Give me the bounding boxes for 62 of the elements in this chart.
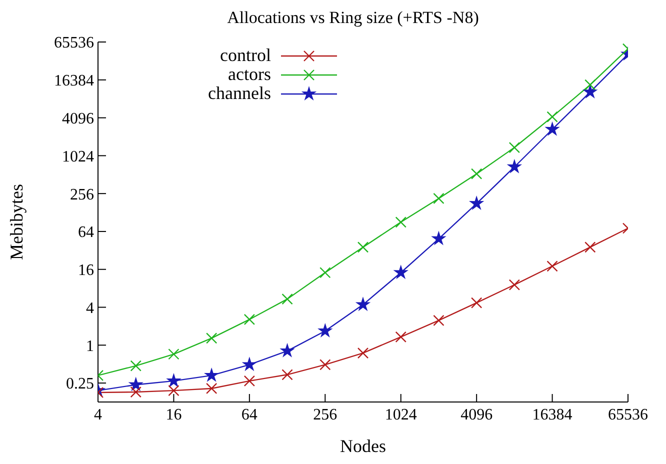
point [395,331,406,343]
point [357,242,369,253]
x-tick-label: 65536 [608,406,648,424]
point [546,122,559,135]
point [470,196,483,209]
point [508,279,520,290]
x-tick-label: 256 [313,406,338,424]
point [584,85,596,98]
point [206,382,218,394]
point [130,378,142,390]
point [395,216,406,228]
x-tick-label: 64 [241,406,258,424]
point [205,368,218,381]
x-axis-title: Nodes [340,436,386,456]
point [546,111,558,122]
y-tick-label: 1 [86,338,94,355]
point [546,260,558,272]
x-tick-label: 4096 [460,406,493,424]
point [206,332,218,344]
y-tick-label: 16 [78,262,94,280]
x-tick-label: 16384 [532,406,572,424]
point [470,297,482,308]
point [320,267,331,278]
y-axis-title: Mebibytes [6,184,26,260]
legend-label: channels [208,83,271,103]
point [432,232,446,244]
point [282,293,293,305]
point [168,348,180,360]
legend-label: control [220,45,271,65]
point [356,298,370,310]
x-tick-label: 16 [166,406,182,424]
point [394,266,408,278]
point [243,358,256,370]
point [168,384,180,396]
point [320,359,331,370]
point [584,79,596,90]
point [508,160,521,172]
y-tick-label: 4096 [62,110,94,128]
y-tick-label: 4 [86,300,94,317]
point [280,344,294,356]
point [130,386,142,398]
y-tick-label: 256 [70,186,94,204]
y-tick-label: 16384 [54,72,94,90]
legend-label: actors [228,64,271,84]
point [470,168,482,180]
point [584,242,596,253]
point [130,360,142,372]
point [244,375,256,387]
y-tick-label: 64 [78,224,94,242]
point [318,324,332,336]
point [167,374,180,386]
y-tick-label: 65536 [54,34,94,52]
y-tick-label: 1024 [62,148,94,166]
y-tick-label: 0.25 [66,376,94,393]
point [433,192,444,204]
chart-title: Allocations vs Ring size (+RTS -N8) [226,8,480,29]
point [508,142,520,154]
point [244,314,256,326]
point [433,314,444,326]
point [357,347,369,359]
point [282,369,293,380]
x-tick-label: 1024 [384,406,417,424]
